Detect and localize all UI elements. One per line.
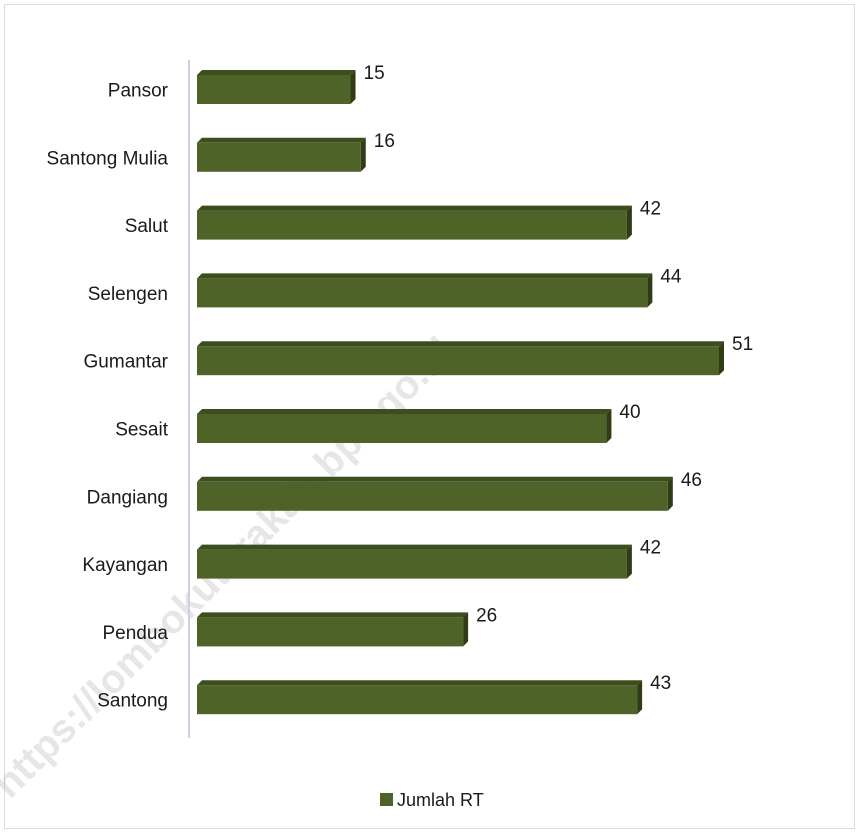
bar-front-face (197, 481, 668, 511)
bar-salut (197, 205, 632, 240)
value-label: 42 (640, 199, 661, 220)
bar-side-face (350, 70, 356, 104)
bar-front-face (197, 346, 719, 376)
bar-top-face (197, 205, 632, 211)
category-label: Santong Mulia (47, 148, 169, 169)
bar-top-face (197, 544, 632, 550)
chart-frame (4, 4, 855, 829)
bar-front-face (197, 210, 627, 240)
category-label: Selengen (88, 284, 168, 305)
legend: Jumlah RT (380, 790, 484, 810)
category-label: Sesait (115, 420, 169, 441)
category-label: Gumantar (84, 352, 169, 373)
bar-pendua (197, 612, 469, 647)
value-label: 46 (681, 470, 702, 491)
bar-side-face (360, 137, 366, 172)
bar-santong (197, 680, 643, 715)
bar-side-face (463, 612, 469, 647)
bar-side-face (719, 341, 724, 376)
value-label: 16 (374, 131, 395, 152)
category-label: Dangiang (87, 487, 168, 508)
legend-swatch (380, 793, 393, 806)
bar-kayangan (197, 544, 632, 579)
category-label: Kayangan (82, 555, 168, 576)
bar-top-face (197, 680, 643, 686)
bar-top-face (197, 476, 673, 482)
bar-front-face (197, 414, 607, 443)
category-label: Santong (97, 691, 168, 712)
bar-side-face (606, 409, 612, 443)
bar-top-face (197, 273, 653, 279)
bar-front-face (197, 549, 627, 579)
value-label: 40 (619, 402, 640, 423)
bar-front-face (197, 278, 648, 308)
bar-side-face (626, 205, 632, 240)
category-label: Salut (125, 216, 169, 237)
bar-top-face (197, 409, 612, 414)
category-label: Pansor (108, 81, 169, 102)
bar-top-face (197, 341, 724, 347)
value-labels: 15 16 42 44 51 40 46 42 26 43 (364, 63, 754, 694)
value-label: 43 (650, 673, 671, 694)
value-label: 44 (660, 266, 682, 287)
bar-front-face (197, 75, 351, 104)
bar-side-face (637, 680, 643, 715)
bar-selengen (197, 273, 653, 308)
bar-pansor (197, 70, 356, 104)
bar-side-face (626, 544, 632, 579)
legend-label: Jumlah RT (397, 790, 484, 810)
bar-santong-mulia (197, 137, 366, 172)
bar-top-face (197, 137, 366, 143)
bar-front-face (197, 685, 638, 715)
category-labels: Pansor Santong Mulia Salut Selengen Gumantar… (47, 81, 169, 712)
bar-dangiang (197, 476, 673, 511)
bars-group (197, 70, 724, 715)
bar-top-face (197, 70, 356, 75)
bar-gumantar (197, 341, 724, 376)
value-label: 26 (476, 605, 497, 626)
category-label: Pendua (102, 623, 168, 644)
bar-side-face (647, 273, 653, 308)
bar-top-face (197, 612, 469, 618)
value-label: 42 (640, 538, 661, 559)
value-label: 15 (364, 63, 385, 84)
bar-side-face (667, 476, 673, 511)
bar-front-face (197, 617, 464, 647)
value-label: 51 (732, 334, 753, 355)
bar-sesait (197, 409, 612, 443)
bar-front-face (197, 142, 361, 172)
